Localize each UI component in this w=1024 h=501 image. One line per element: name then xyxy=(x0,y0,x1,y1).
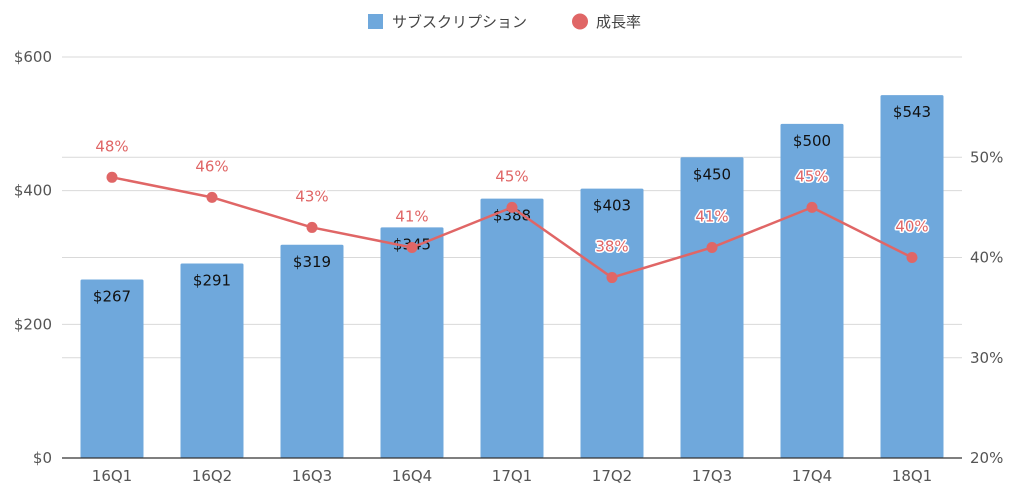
bar-value-label: $500 xyxy=(793,132,831,150)
legend-swatch-growth-rate xyxy=(572,13,588,30)
growth-rate-label: 41% xyxy=(395,207,428,225)
bar-17Q4 xyxy=(780,123,844,458)
growth-rate-label: 46% xyxy=(195,157,228,175)
bar-17Q3 xyxy=(680,157,744,458)
bar-value-label: $319 xyxy=(293,253,331,271)
y-right-tick-label: 30% xyxy=(970,349,1003,367)
growth-rate-label: 38% xyxy=(595,238,628,256)
x-tick-label: 16Q3 xyxy=(292,467,332,485)
bar-value-label: $450 xyxy=(693,165,731,183)
y-left-tick-label: $200 xyxy=(14,315,52,333)
x-tick-label: 18Q1 xyxy=(892,467,932,485)
growth-rate-point-17Q3 xyxy=(706,241,718,253)
x-tick-label: 16Q2 xyxy=(192,467,232,485)
bar-16Q1 xyxy=(80,279,144,458)
x-tick-label: 16Q1 xyxy=(92,467,132,485)
legend-swatch-subscription xyxy=(368,14,383,29)
y-right-tick-label: 40% xyxy=(970,249,1003,267)
x-tick-label: 17Q2 xyxy=(592,467,632,485)
x-tick-label: 16Q4 xyxy=(392,467,432,485)
bar-value-label: $267 xyxy=(93,288,131,306)
bar-value-label: $543 xyxy=(893,103,931,121)
growth-rate-label: 48% xyxy=(95,137,128,155)
y-left-tick-label: $400 xyxy=(14,182,52,200)
y-left-tick-label: $600 xyxy=(14,48,52,66)
y-left-tick-label: $0 xyxy=(33,449,52,467)
growth-rate-label: 45% xyxy=(795,167,828,185)
legend: サブスクリプション 成長率 xyxy=(368,13,641,31)
y-right-tick-label: 20% xyxy=(970,449,1003,467)
growth-rate-point-16Q1 xyxy=(106,171,118,183)
legend-label-subscription: サブスクリプション xyxy=(392,13,527,31)
growth-rate-point-17Q4 xyxy=(806,201,818,213)
growth-rate-point-16Q2 xyxy=(206,191,218,203)
growth-rate-point-18Q1 xyxy=(906,252,918,263)
bar-series: $267$291$319$345$388$403$450$500$543 xyxy=(80,95,944,459)
bar-16Q4 xyxy=(380,227,444,458)
bar-17Q1 xyxy=(480,198,544,459)
growth-rate-point-17Q2 xyxy=(606,272,618,284)
x-tick-label: 17Q3 xyxy=(692,467,732,485)
growth-rate-label: 43% xyxy=(295,187,328,205)
growth-rate-label: 40% xyxy=(895,218,928,236)
bar-18Q1 xyxy=(880,95,944,458)
y-right-tick-label: 50% xyxy=(970,148,1003,166)
bar-value-label: $291 xyxy=(193,272,231,290)
growth-rate-point-17Q1 xyxy=(506,201,518,213)
line-series: 48% 46% 43% 41% 45% 38% 41% 45% 40% xyxy=(94,136,930,284)
growth-rate-point-16Q3 xyxy=(306,221,318,233)
x-tick-label: 17Q1 xyxy=(492,467,532,485)
legend-label-growth-rate: 成長率 xyxy=(596,13,641,31)
x-tick-label: 17Q4 xyxy=(792,467,832,485)
bar-16Q3 xyxy=(280,244,344,458)
axes: $0 $200 $400 $600 20% 30% 40% 50% 16Q1 16Q2 16Q3 16… xyxy=(14,48,1004,485)
bar-value-label: $403 xyxy=(593,197,631,215)
bar-17Q2 xyxy=(580,188,644,458)
bar-16Q2 xyxy=(180,263,244,458)
growth-rate-label: 41% xyxy=(695,207,728,225)
growth-rate-point-16Q4 xyxy=(406,241,418,253)
growth-rate-label: 45% xyxy=(495,167,528,185)
